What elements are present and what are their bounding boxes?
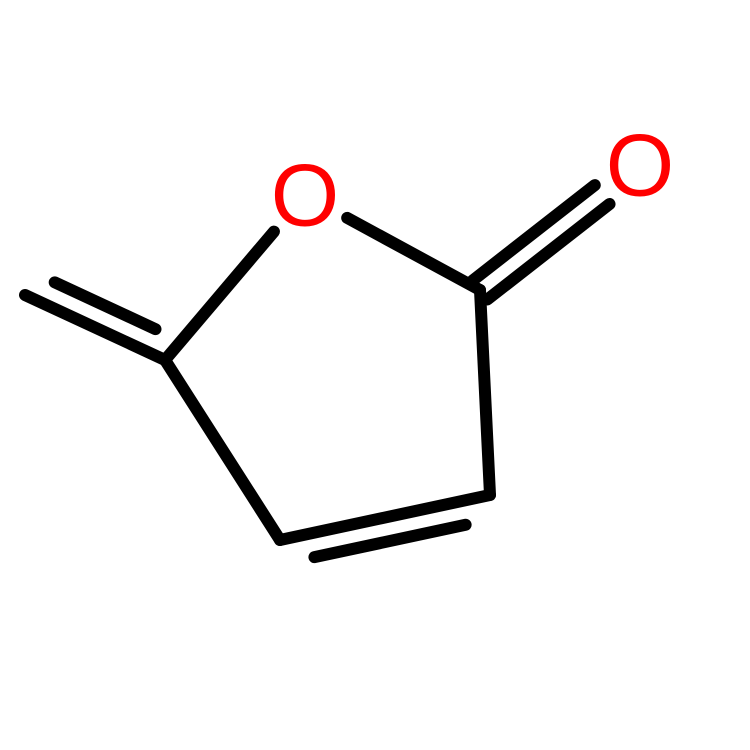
- chemical-structure: OO: [0, 0, 750, 750]
- atom-label-O1: O: [271, 146, 339, 245]
- bond: [165, 360, 280, 540]
- atom-label-O2: O: [606, 116, 674, 215]
- bond: [480, 290, 490, 495]
- bond: [280, 495, 490, 540]
- bond: [347, 218, 480, 290]
- bond: [165, 232, 274, 360]
